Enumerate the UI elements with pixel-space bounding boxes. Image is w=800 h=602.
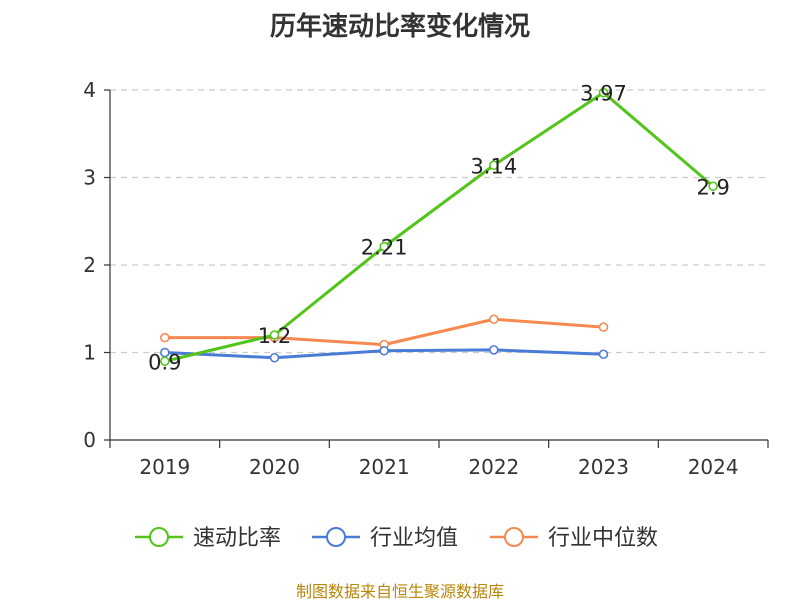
data-point [160, 332, 170, 343]
axes: 0 1 2 3 4 2019 2020 2021 2022 2023 2024 [83, 78, 769, 479]
legend[interactable]: 速动比率 行业均值 行业中位数 [135, 526, 658, 551]
chart-title: 历年速动比率变化情况 [269, 12, 530, 42]
data-label: 1.2 [258, 324, 291, 348]
grid-lines [110, 89, 768, 354]
data-point [489, 345, 499, 355]
x-tick-label: 2023 [578, 455, 629, 479]
x-tick-label: 2021 [359, 455, 410, 479]
data-point [598, 87, 609, 98]
legend-item[interactable]: 行业中位数 [490, 526, 658, 551]
y-tick-label: 0 [83, 428, 96, 452]
data-label: 3.14 [470, 154, 517, 178]
y-tick-label: 2 [83, 253, 96, 277]
data-label: 0.9 [148, 350, 181, 374]
x-tick-label: 2022 [468, 455, 519, 479]
legend-item[interactable]: 行业均值 [312, 526, 458, 551]
data-point [269, 352, 280, 363]
data-point [269, 330, 280, 340]
data-labels: 0.9 1.2 2.21 3.14 3.97 2.9 [148, 82, 730, 375]
x-tick-label: 2020 [249, 455, 300, 479]
data-point [598, 349, 609, 360]
y-tick-label: 1 [83, 341, 96, 365]
data-point [379, 241, 389, 252]
series [160, 87, 718, 367]
y-tick-label: 3 [83, 166, 96, 190]
data-point [708, 181, 718, 192]
x-tick-label: 2019 [139, 455, 190, 479]
data-point [379, 345, 389, 356]
data-point [598, 322, 609, 332]
data-label: 2.21 [361, 236, 408, 260]
legend-label: 行业中位数 [548, 526, 658, 551]
y-tick-label: 4 [83, 78, 96, 102]
series-line [164, 91, 715, 363]
data-label: 2.9 [696, 175, 729, 199]
data-point [160, 356, 170, 367]
legend-label: 速动比率 [193, 526, 281, 551]
data-point [489, 314, 499, 325]
data-label: 3.97 [580, 82, 627, 106]
x-tick-label: 2024 [688, 455, 739, 479]
legend-label: 行业均值 [370, 526, 458, 551]
legend-item[interactable]: 速动比率 [135, 526, 281, 551]
legend-marker [504, 527, 524, 547]
legend-marker [326, 527, 346, 547]
legend-marker [149, 527, 169, 547]
data-point [489, 160, 499, 171]
source-note: 制图数据来自恒生聚源数据库 [295, 582, 504, 601]
